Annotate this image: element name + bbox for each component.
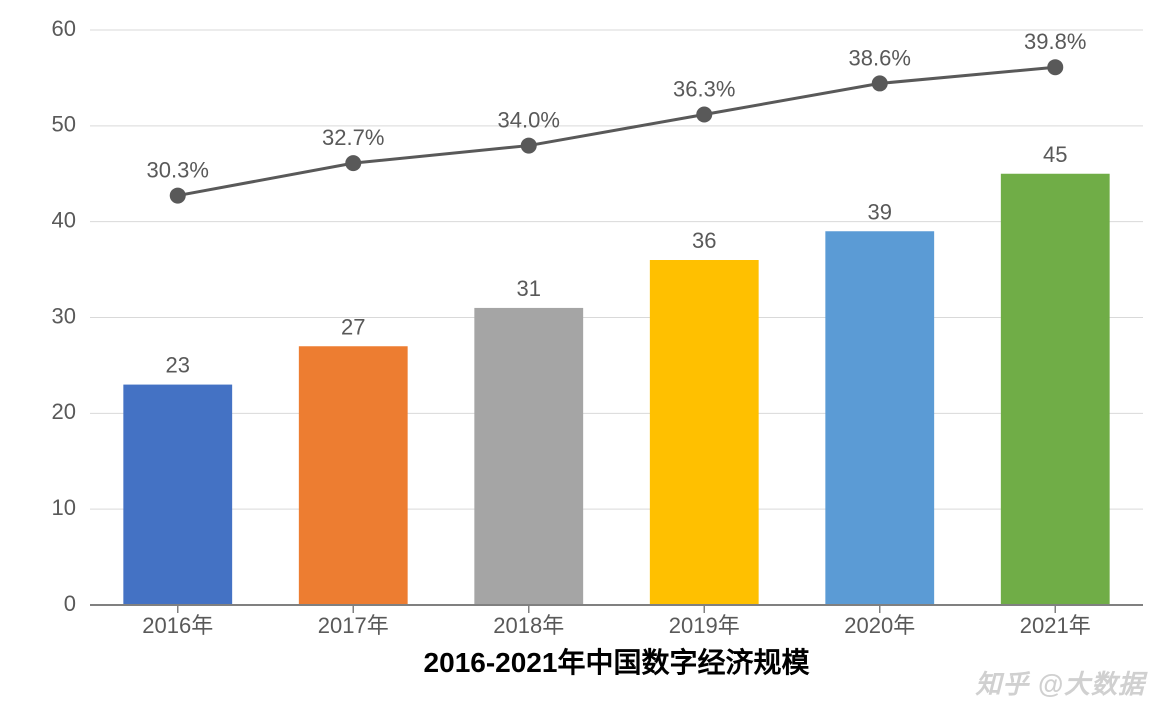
line-value-label: 38.6% [849, 45, 911, 70]
bar [650, 260, 759, 605]
line-value-label: 32.7% [322, 125, 384, 150]
bar-value-label: 27 [341, 314, 365, 339]
line-marker [696, 106, 712, 122]
chart-container: 0 10 20 30 40 50 60 23 2016年 27 2017年 31 2018年 36 2019… [0, 0, 1163, 719]
x-category-label: 2017年 [318, 613, 389, 638]
bar-value-label: 23 [166, 353, 190, 378]
x-category-label: 2020年 [844, 613, 915, 638]
line-marker [521, 138, 537, 154]
bar [474, 308, 583, 605]
y-tick-label: 40 [52, 207, 76, 232]
y-tick-label: 10 [52, 495, 76, 520]
bar [1001, 174, 1110, 605]
line-marker [345, 155, 361, 171]
bar [825, 231, 934, 605]
x-category-label: 2016年 [142, 613, 213, 638]
y-tick-label: 20 [52, 399, 76, 424]
chart-svg: 0 10 20 30 40 50 60 23 2016年 27 2017年 31 2018年 36 2019… [0, 0, 1163, 719]
line-value-label: 39.8% [1024, 29, 1086, 54]
bar-value-label: 31 [517, 276, 541, 301]
y-tick-label: 0 [64, 591, 76, 616]
chart-title: 2016-2021年中国数字经济规模 [424, 646, 811, 678]
line-value-label: 34.0% [498, 108, 560, 133]
line-marker [1047, 59, 1063, 75]
x-category-label: 2021年 [1020, 613, 1091, 638]
x-category-label: 2018年 [493, 613, 564, 638]
line-value-label: 30.3% [147, 158, 209, 183]
y-tick-label: 30 [52, 303, 76, 328]
line-marker [170, 188, 186, 204]
bar-value-label: 45 [1043, 142, 1067, 167]
line-marker [872, 75, 888, 91]
y-tick-label: 60 [52, 16, 76, 41]
line-value-label: 36.3% [673, 76, 735, 101]
bar [299, 346, 408, 605]
bar-value-label: 36 [692, 228, 716, 253]
bar-value-label: 39 [868, 199, 892, 224]
bar [123, 385, 232, 605]
y-tick-label: 50 [52, 112, 76, 137]
x-category-label: 2019年 [669, 613, 740, 638]
